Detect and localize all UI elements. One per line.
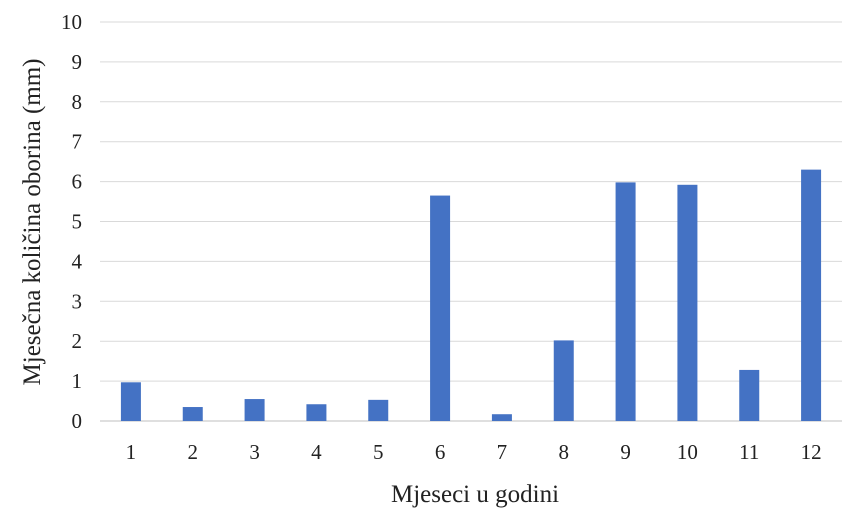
bar-month-4 [306,404,327,421]
bar-month-3 [244,399,265,421]
y-tick-label: 9 [72,50,83,74]
y-tick-label: 1 [72,369,83,393]
bar-month-12 [801,169,822,421]
y-axis-title: Mjesečna količina oborina (mm) [19,59,46,386]
y-tick-label: 8 [72,90,83,114]
y-tick-label: 2 [72,329,83,353]
y-tick-label: 10 [61,10,82,34]
x-tick-label: 8 [559,440,570,464]
x-tick-label: 2 [188,440,199,464]
y-tick-label: 5 [72,210,83,234]
bar-month-1 [120,382,141,421]
bars [120,169,822,421]
bar-month-6 [430,195,451,421]
x-axis-ticks: 1 2 3 4 5 6 7 8 9 10 11 12 [126,440,822,464]
y-tick-label: 6 [72,170,83,194]
x-tick-label: 4 [311,440,322,464]
x-tick-label: 12 [801,440,822,464]
x-tick-label: 3 [249,440,260,464]
y-tick-label: 7 [72,130,83,154]
y-tick-label: 4 [72,249,83,273]
x-tick-label: 9 [620,440,631,464]
y-axis-ticks: 0 1 2 3 4 5 6 7 8 9 10 [61,10,83,433]
bar-month-11 [739,369,760,421]
bar-month-2 [182,407,203,421]
x-tick-label: 11 [739,440,759,464]
x-tick-label: 10 [677,440,698,464]
bar-month-7 [491,414,512,421]
x-tick-label: 6 [435,440,446,464]
bar-month-9 [615,182,636,421]
x-tick-label: 5 [373,440,384,464]
y-tick-label: 0 [72,409,83,433]
bar-month-10 [677,184,698,421]
y-tick-label: 3 [72,289,83,313]
x-tick-label: 1 [126,440,137,464]
x-axis-title: Mjeseci u godini [391,481,559,508]
bar-month-5 [368,399,389,421]
gridlines [100,21,842,422]
bar-month-8 [553,340,574,421]
x-tick-label: 7 [497,440,508,464]
